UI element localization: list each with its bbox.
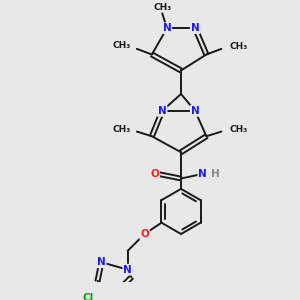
Text: CH₃: CH₃	[153, 3, 171, 12]
Text: N: N	[191, 106, 200, 116]
Text: H: H	[211, 169, 220, 179]
Text: N: N	[158, 106, 167, 116]
Text: CH₃: CH₃	[113, 40, 131, 50]
Text: N: N	[163, 23, 171, 33]
Text: N: N	[198, 169, 207, 179]
Text: CH₃: CH₃	[113, 125, 131, 134]
Text: O: O	[140, 229, 149, 239]
Text: CH₃: CH₃	[230, 43, 248, 52]
Text: N: N	[123, 265, 132, 275]
Text: Cl: Cl	[82, 293, 94, 300]
Text: N: N	[191, 23, 200, 33]
Text: N: N	[97, 257, 106, 267]
Text: O: O	[150, 169, 159, 179]
Text: CH₃: CH₃	[230, 125, 248, 134]
